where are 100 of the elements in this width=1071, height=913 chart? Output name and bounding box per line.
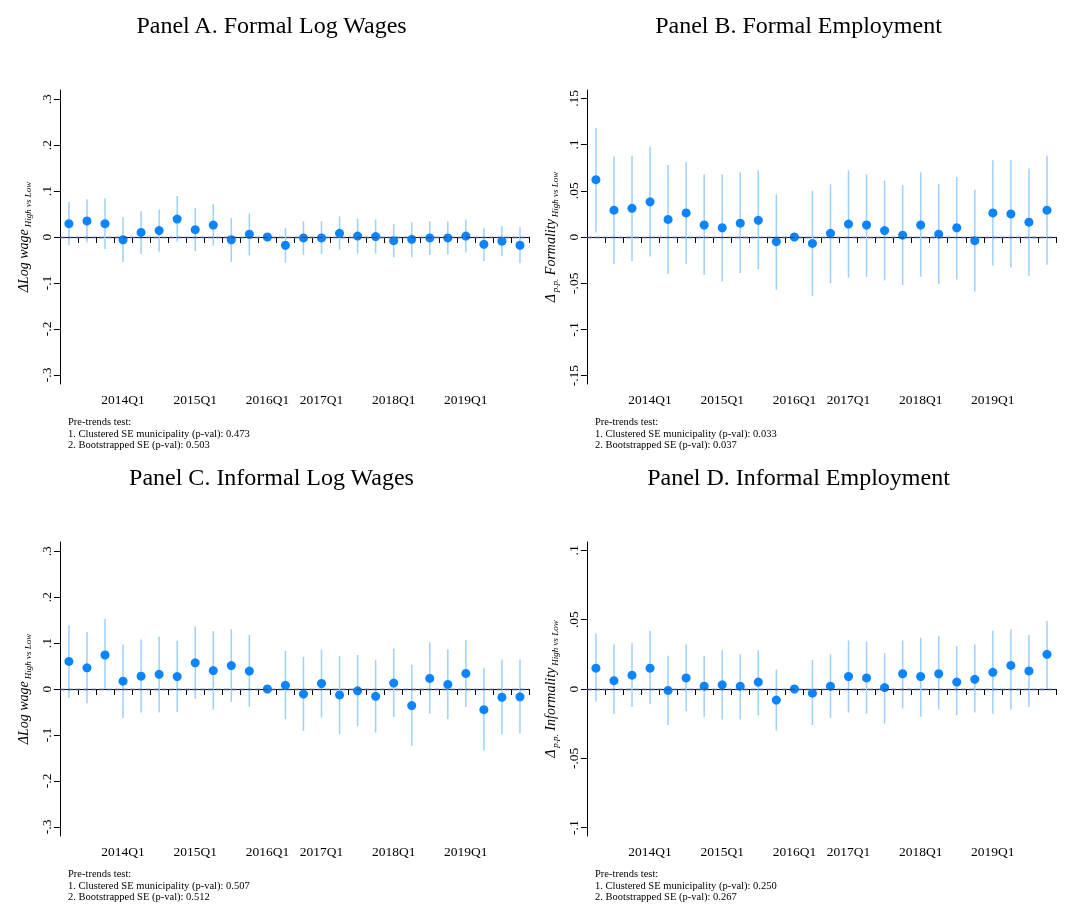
point bbox=[645, 663, 655, 673]
point bbox=[389, 236, 399, 246]
point bbox=[699, 681, 709, 691]
y-tick-label: .2 bbox=[39, 592, 55, 603]
point bbox=[970, 236, 980, 246]
x-tick-label: 2016Q1 bbox=[772, 843, 817, 859]
point bbox=[82, 216, 92, 226]
y-axis-title: ΔLog wageHigh vs Low bbox=[15, 181, 33, 294]
point bbox=[515, 240, 525, 250]
point bbox=[934, 669, 944, 679]
x-tick-label: 2015Q1 bbox=[173, 391, 217, 407]
point bbox=[461, 668, 471, 678]
point bbox=[825, 681, 835, 691]
text: Pre-trends test: bbox=[68, 416, 132, 427]
text: Pre-trends test: bbox=[595, 416, 659, 427]
text: Pre-trends test: bbox=[595, 868, 659, 879]
point bbox=[244, 666, 254, 676]
point bbox=[136, 227, 146, 237]
point bbox=[627, 203, 637, 213]
point bbox=[753, 215, 763, 225]
point bbox=[681, 208, 691, 218]
y-tick-label: .15 bbox=[566, 89, 582, 107]
chart-title: Panel D. Informal Employment bbox=[647, 464, 951, 490]
point bbox=[1024, 666, 1034, 676]
point bbox=[335, 228, 345, 238]
point bbox=[371, 232, 381, 242]
point bbox=[681, 673, 691, 683]
point bbox=[100, 219, 110, 229]
x-tick-label: 2014Q1 bbox=[101, 391, 145, 407]
point bbox=[609, 676, 619, 686]
y-tick-label: .1 bbox=[39, 638, 55, 649]
x-tick-label: 2017Q1 bbox=[299, 843, 344, 859]
point bbox=[154, 669, 164, 679]
y-tick-label: .05 bbox=[566, 182, 582, 200]
point bbox=[208, 220, 218, 230]
point bbox=[389, 678, 399, 688]
x-tick-label: 2018Q1 bbox=[371, 391, 416, 407]
point bbox=[172, 672, 182, 682]
y-tick-label: -.1 bbox=[566, 820, 582, 835]
text: Pre-trends test: bbox=[68, 868, 132, 879]
x-tick-label: 2014Q1 bbox=[101, 843, 145, 859]
point bbox=[880, 226, 890, 236]
text: 2. Bootstrapped SE (p-val): 0.267 bbox=[595, 891, 737, 903]
point bbox=[771, 237, 781, 247]
point bbox=[298, 689, 308, 699]
point bbox=[515, 692, 525, 702]
y-tick-label: -.3 bbox=[39, 367, 55, 383]
point bbox=[154, 226, 164, 236]
point bbox=[479, 239, 489, 249]
point bbox=[807, 238, 817, 248]
point bbox=[844, 219, 854, 229]
x-tick-label: 2017Q1 bbox=[826, 843, 871, 859]
point bbox=[952, 677, 962, 687]
point bbox=[591, 175, 601, 185]
point bbox=[172, 214, 182, 224]
point bbox=[988, 667, 998, 677]
point bbox=[735, 218, 745, 228]
chart-title: Panel A. Formal Log Wages bbox=[136, 12, 407, 38]
y-tick-label: -.1 bbox=[39, 275, 55, 291]
point bbox=[717, 680, 727, 690]
x-tick-label: 2015Q1 bbox=[173, 843, 217, 859]
point bbox=[407, 701, 417, 711]
x-tick-label: 2014Q1 bbox=[628, 391, 672, 407]
point bbox=[64, 656, 74, 666]
y-tick-label: -.15 bbox=[566, 364, 582, 387]
point bbox=[880, 683, 890, 693]
point bbox=[425, 233, 435, 243]
y-tick-label: -.05 bbox=[566, 272, 582, 294]
point bbox=[735, 681, 745, 691]
point bbox=[862, 673, 872, 683]
point bbox=[208, 666, 218, 676]
y-tick-label: 0 bbox=[566, 233, 582, 241]
text: 1. Clustered SE municipality (p-val): 0.033 bbox=[595, 427, 777, 440]
chart-title: Panel C. Informal Log Wages bbox=[129, 464, 414, 490]
point bbox=[771, 695, 781, 705]
point bbox=[118, 676, 128, 686]
point bbox=[280, 680, 290, 690]
text: 2. Bootstrapped SE (p-val): 0.512 bbox=[68, 891, 210, 903]
y-tick-label: -.05 bbox=[566, 747, 582, 770]
y-tick-label: .2 bbox=[39, 140, 55, 151]
point bbox=[1006, 209, 1016, 219]
x-tick-label: 2018Q1 bbox=[371, 843, 416, 859]
x-tick-label: 2019Q1 bbox=[444, 843, 488, 859]
y-tick-label: 0 bbox=[39, 233, 55, 241]
point bbox=[663, 685, 673, 695]
x-tick-label: 2016Q1 bbox=[245, 843, 290, 859]
point bbox=[952, 223, 962, 233]
point bbox=[443, 679, 453, 689]
point bbox=[407, 234, 417, 244]
y-axis-title: ΔLog wageHigh vs Low bbox=[15, 633, 33, 746]
x-tick-label: 2016Q1 bbox=[772, 391, 817, 407]
text: 1. Clustered SE municipality (p-val): 0.473 bbox=[68, 427, 250, 440]
point bbox=[136, 671, 146, 681]
point bbox=[461, 231, 471, 241]
y-axis-title: Δp.p. InformalityHigh vs Low bbox=[542, 620, 560, 759]
text: 2. Bootstrapped SE (p-val): 0.037 bbox=[595, 439, 737, 451]
text: 1. Clustered SE municipality (p-val): 0.507 bbox=[68, 879, 250, 892]
point bbox=[898, 230, 908, 240]
x-tick-label: 2014Q1 bbox=[628, 843, 672, 859]
x-tick-label: 2019Q1 bbox=[971, 391, 1015, 407]
